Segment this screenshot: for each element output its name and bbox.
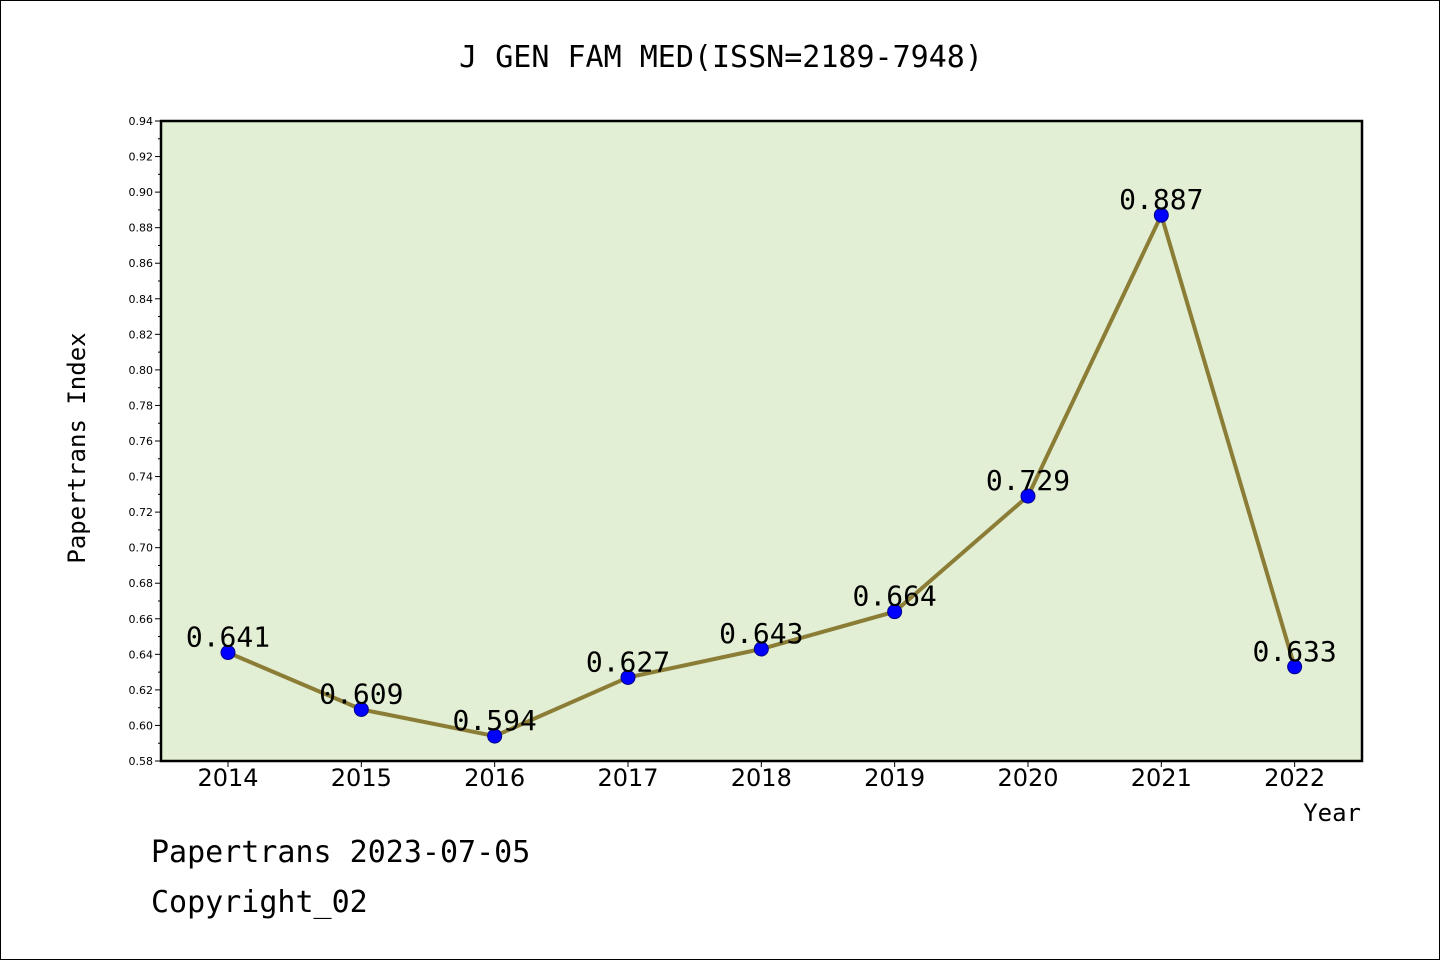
data-label: 0.633 bbox=[1252, 635, 1336, 668]
data-point bbox=[1020, 488, 1036, 504]
y-tick-label: 0.80 bbox=[129, 364, 154, 377]
y-tick-label: 0.72 bbox=[129, 506, 154, 519]
data-label: 0.594 bbox=[453, 704, 537, 737]
y-tick-label: 0.82 bbox=[129, 328, 154, 341]
data-label: 0.729 bbox=[986, 464, 1070, 497]
data-label-group: 0.641 0.609 0.594 0.627 0.643 0.664 0.729 0.887… bbox=[186, 183, 1337, 737]
data-label: 0.627 bbox=[586, 645, 670, 678]
y-tick-label: 0.92 bbox=[129, 151, 154, 164]
data-point bbox=[487, 728, 503, 744]
chart-title: J GEN FAM MED(ISSN=2189-7948) bbox=[459, 40, 983, 75]
y-tick-label: 0.90 bbox=[129, 186, 154, 199]
data-point bbox=[1287, 659, 1303, 675]
y-tick-label: 0.86 bbox=[129, 257, 154, 270]
y-tick-label: 0.58 bbox=[129, 755, 154, 768]
marker-group bbox=[220, 207, 1303, 744]
y-tick-label: 0.62 bbox=[129, 684, 154, 697]
y-tick-label: 0.66 bbox=[129, 613, 154, 626]
y-tick-label: 0.94 bbox=[129, 115, 154, 128]
data-point bbox=[1153, 207, 1169, 223]
plot-area bbox=[159, 119, 1364, 763]
x-tick-label: 2021 bbox=[1131, 764, 1192, 792]
y-tick-label: 0.78 bbox=[129, 399, 154, 412]
y-tick-label: 0.74 bbox=[129, 471, 154, 484]
data-point bbox=[753, 641, 769, 657]
x-tick-label: 2017 bbox=[597, 764, 658, 792]
x-tick-label: 2015 bbox=[331, 764, 392, 792]
x-tick-label: 2022 bbox=[1264, 764, 1325, 792]
data-point bbox=[620, 669, 636, 685]
y-tick-label: 0.70 bbox=[129, 542, 154, 555]
x-tick-label: 2019 bbox=[864, 764, 925, 792]
data-label: 0.887 bbox=[1119, 183, 1203, 216]
x-axis-ticks: 2014 2015 2016 2017 2018 2019 2020 2021 2022 bbox=[197, 761, 1325, 792]
y-tick-label: 0.64 bbox=[129, 648, 154, 661]
data-point bbox=[887, 604, 903, 620]
data-label: 0.664 bbox=[853, 580, 937, 613]
x-tick-label: 2016 bbox=[464, 764, 525, 792]
x-tick-label: 2014 bbox=[197, 764, 258, 792]
y-tick-label: 0.84 bbox=[129, 293, 154, 306]
y-tick-label: 0.76 bbox=[129, 435, 154, 448]
x-axis-title: Year bbox=[1303, 799, 1361, 827]
data-point bbox=[220, 645, 236, 661]
x-tick-label: 2020 bbox=[997, 764, 1058, 792]
data-label: 0.609 bbox=[319, 677, 403, 710]
data-point bbox=[353, 701, 369, 717]
footer-date: Papertrans 2023-07-05 bbox=[151, 835, 531, 870]
x-tick-label: 2018 bbox=[731, 764, 792, 792]
y-axis-title: Papertrans Index bbox=[63, 332, 91, 563]
y-tick-label: 0.88 bbox=[129, 222, 154, 235]
data-label: 0.643 bbox=[719, 617, 803, 650]
y-axis-ticks: 0.58 0.60 0.62 0.64 0.66 0.68 0.70 0.72 0.74 0.76… bbox=[129, 115, 161, 768]
y-tick-label: 0.60 bbox=[129, 719, 154, 732]
footer-copyright: Copyright_02 bbox=[151, 885, 368, 920]
data-label: 0.641 bbox=[186, 621, 270, 654]
y-tick-label: 0.68 bbox=[129, 577, 154, 590]
